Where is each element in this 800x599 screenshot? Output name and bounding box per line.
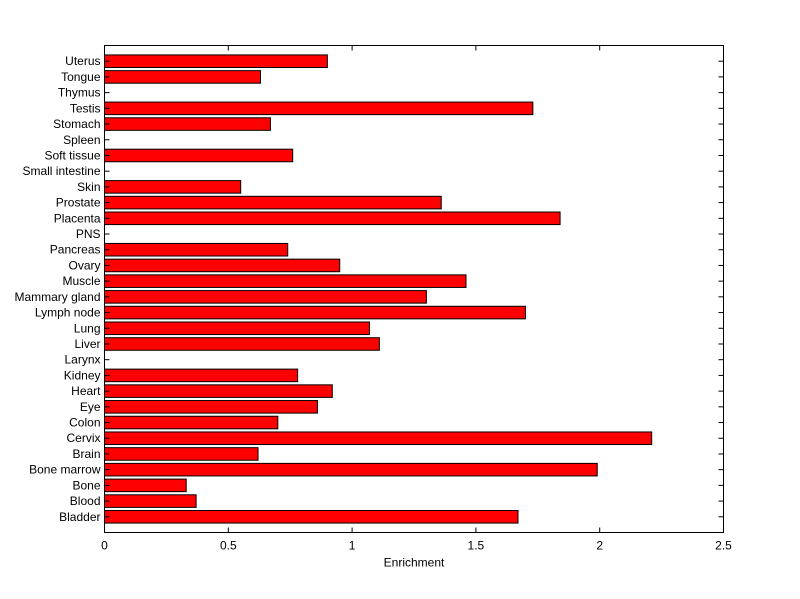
y-tick-label: Eye (80, 400, 101, 414)
bar-pancreas (104, 242, 289, 257)
y-tick-label: Blood (70, 494, 101, 508)
bar-blood (104, 494, 197, 508)
y-tick-label: Brain (72, 447, 100, 461)
x-tick-label: 1 (349, 539, 356, 553)
y-tick-label: Uterus (65, 54, 100, 68)
bar-ovary (104, 258, 341, 273)
bar-bladder (104, 510, 519, 524)
y-tick-label: Cervix (66, 431, 100, 445)
bar-tongue (104, 70, 261, 84)
bar-colon (104, 415, 279, 430)
bar-mammary-gland (104, 290, 427, 304)
y-tick-label: Testis (70, 101, 101, 115)
y-tick-label: Lymph node (35, 306, 101, 320)
x-axis-ticks: 0 0.5 1 1.5 2 2.5 (101, 45, 732, 553)
y-tick-label: Bone marrow (29, 463, 101, 477)
bar-prostate (104, 195, 442, 210)
bar-skin (104, 180, 242, 194)
bar-soft-tissue (104, 148, 294, 163)
y-tick-label: Ovary (68, 258, 100, 272)
y-tick-label: Placenta (54, 211, 101, 225)
plot-area-frame (104, 45, 724, 533)
y-tick-label: Prostate (56, 196, 101, 210)
bar-placenta (104, 211, 561, 226)
y-tick-label: Tongue (61, 70, 101, 84)
y-tick-label: Soft tissue (44, 148, 100, 162)
bar-lung (104, 321, 370, 336)
bar-uterus (104, 54, 328, 68)
y-tick-label: Thymus (58, 86, 101, 100)
y-tick-label: PNS (76, 227, 101, 241)
bar-cervix (104, 431, 653, 446)
y-tick-label: Skin (77, 180, 100, 194)
bar-heart (104, 384, 333, 398)
y-tick-label: Colon (69, 416, 100, 430)
bar-lymph-node (104, 305, 526, 320)
bar-stomach (104, 117, 271, 131)
x-tick-label: 0.5 (220, 539, 237, 553)
bars-group (104, 54, 653, 524)
x-tick-label: 2.5 (715, 539, 732, 553)
bar-bone (104, 478, 187, 493)
bar-kidney (104, 368, 299, 383)
x-tick-label: 1.5 (468, 539, 485, 553)
y-tick-label: Spleen (63, 133, 100, 147)
y-tick-label: Stomach (53, 117, 100, 131)
bar-bone-marrow (104, 462, 598, 477)
y-tick-label: Larynx (64, 353, 100, 367)
bar-testis (104, 101, 534, 116)
x-tick-label: 2 (596, 539, 603, 553)
y-tick-label: Mammary gland (14, 290, 100, 304)
y-tick-label: Bladder (59, 510, 100, 524)
y-tick-label: Pancreas (50, 243, 101, 257)
y-tick-label: Heart (71, 384, 101, 398)
x-axis-label: Enrichment (384, 556, 445, 570)
y-tick-label: Bone (72, 478, 100, 492)
y-tick-label: Liver (74, 337, 100, 351)
bar-eye (104, 400, 318, 414)
bar-liver (104, 337, 380, 351)
bar-muscle (104, 274, 467, 288)
bar-brain (104, 447, 259, 461)
y-tick-label: Kidney (64, 368, 101, 382)
x-tick-label: 0 (101, 539, 108, 553)
y-tick-label: Lung (74, 321, 101, 335)
y-tick-label: Small intestine (22, 164, 100, 178)
y-tick-label: Muscle (62, 274, 100, 288)
